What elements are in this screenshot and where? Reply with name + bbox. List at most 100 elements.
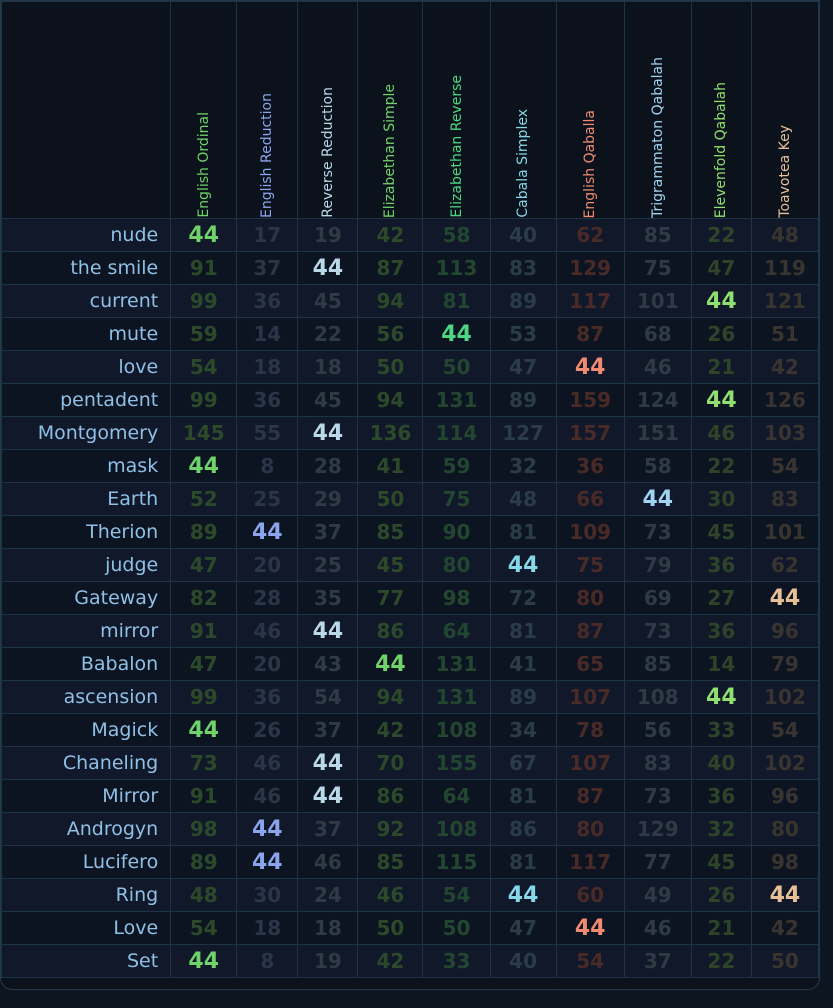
matching-value-cell[interactable]: 44 [170,449,238,483]
value-cell[interactable]: 115 [422,845,491,879]
value-cell[interactable]: 91 [170,614,238,648]
row-phrase-mirror[interactable]: mirror [1,614,172,648]
value-cell[interactable]: 109 [555,515,625,549]
value-cell[interactable]: 46 [623,350,692,384]
row-phrase-babalon[interactable]: Babalon [1,647,172,681]
cipher-header-cabala-simplex[interactable]: Cabala Simplex [489,1,557,219]
value-cell[interactable]: 30 [690,482,752,516]
value-cell[interactable]: 131 [422,647,491,681]
value-cell[interactable]: 36 [690,614,752,648]
value-cell[interactable]: 101 [750,515,819,549]
value-cell[interactable]: 36 [236,284,299,318]
value-cell[interactable]: 37 [297,515,359,549]
value-cell[interactable]: 91 [170,251,238,285]
value-cell[interactable]: 54 [422,878,491,912]
value-cell[interactable]: 22 [690,944,752,978]
row-phrase-judge[interactable]: judge [1,548,172,582]
value-cell[interactable]: 70 [357,746,424,780]
value-cell[interactable]: 127 [489,416,557,450]
matching-value-cell[interactable]: 44 [297,779,359,813]
value-cell[interactable]: 47 [170,647,238,681]
cipher-header-english-ordinal[interactable]: English Ordinal [170,1,238,219]
value-cell[interactable]: 56 [623,713,692,747]
value-cell[interactable]: 75 [555,548,625,582]
matching-value-cell[interactable]: 44 [750,581,819,615]
value-cell[interactable]: 47 [690,251,752,285]
value-cell[interactable]: 46 [236,614,299,648]
value-cell[interactable]: 102 [750,746,819,780]
value-cell[interactable]: 46 [357,878,424,912]
value-cell[interactable]: 50 [357,911,424,945]
value-cell[interactable]: 40 [690,746,752,780]
value-cell[interactable]: 28 [297,449,359,483]
value-cell[interactable]: 73 [623,779,692,813]
value-cell[interactable]: 56 [357,317,424,351]
value-cell[interactable]: 94 [357,383,424,417]
value-cell[interactable]: 49 [623,878,692,912]
value-cell[interactable]: 151 [623,416,692,450]
value-cell[interactable]: 145 [170,416,238,450]
matching-value-cell[interactable]: 44 [357,647,424,681]
cipher-header-reverse-reduction[interactable]: Reverse Reduction [297,1,359,219]
value-cell[interactable]: 108 [422,812,491,846]
matching-value-cell[interactable]: 44 [690,383,752,417]
value-cell[interactable]: 45 [297,383,359,417]
value-cell[interactable]: 46 [623,911,692,945]
value-cell[interactable]: 45 [357,548,424,582]
value-cell[interactable]: 33 [690,713,752,747]
value-cell[interactable]: 81 [422,284,491,318]
value-cell[interactable]: 59 [170,317,238,351]
value-cell[interactable]: 108 [422,713,491,747]
matching-value-cell[interactable]: 44 [555,350,625,384]
value-cell[interactable]: 30 [236,878,299,912]
value-cell[interactable]: 91 [170,779,238,813]
value-cell[interactable]: 18 [297,350,359,384]
value-cell[interactable]: 155 [422,746,491,780]
value-cell[interactable]: 22 [297,317,359,351]
value-cell[interactable]: 36 [690,548,752,582]
value-cell[interactable]: 14 [236,317,299,351]
value-cell[interactable]: 22 [690,218,752,252]
value-cell[interactable]: 98 [170,812,238,846]
row-phrase-mask[interactable]: mask [1,449,172,483]
row-phrase-gateway[interactable]: Gateway [1,581,172,615]
value-cell[interactable]: 47 [489,911,557,945]
value-cell[interactable]: 37 [623,944,692,978]
value-cell[interactable]: 96 [750,779,819,813]
value-cell[interactable]: 40 [489,944,557,978]
row-phrase-love[interactable]: Love [1,911,172,945]
value-cell[interactable]: 54 [170,911,238,945]
value-cell[interactable]: 37 [236,251,299,285]
value-cell[interactable]: 82 [170,581,238,615]
value-cell[interactable]: 50 [357,350,424,384]
value-cell[interactable]: 83 [489,251,557,285]
value-cell[interactable]: 22 [690,449,752,483]
matching-value-cell[interactable]: 44 [170,713,238,747]
cipher-header-english-qaballa[interactable]: English Qaballa [555,1,625,219]
row-phrase-mute[interactable]: mute [1,317,172,351]
value-cell[interactable]: 87 [555,779,625,813]
value-cell[interactable]: 121 [750,284,819,318]
value-cell[interactable]: 86 [489,812,557,846]
value-cell[interactable]: 34 [489,713,557,747]
value-cell[interactable]: 129 [555,251,625,285]
value-cell[interactable]: 37 [297,713,359,747]
value-cell[interactable]: 41 [489,647,557,681]
value-cell[interactable]: 50 [357,482,424,516]
value-cell[interactable]: 45 [297,284,359,318]
value-cell[interactable]: 86 [357,779,424,813]
value-cell[interactable]: 33 [422,944,491,978]
value-cell[interactable]: 75 [623,251,692,285]
value-cell[interactable]: 159 [555,383,625,417]
matching-value-cell[interactable]: 44 [690,680,752,714]
value-cell[interactable]: 62 [750,548,819,582]
value-cell[interactable]: 81 [489,614,557,648]
value-cell[interactable]: 48 [750,218,819,252]
value-cell[interactable]: 83 [623,746,692,780]
row-phrase-current[interactable]: current [1,284,172,318]
value-cell[interactable]: 35 [297,581,359,615]
value-cell[interactable]: 8 [236,449,299,483]
value-cell[interactable]: 52 [170,482,238,516]
value-cell[interactable]: 157 [555,416,625,450]
value-cell[interactable]: 46 [690,416,752,450]
